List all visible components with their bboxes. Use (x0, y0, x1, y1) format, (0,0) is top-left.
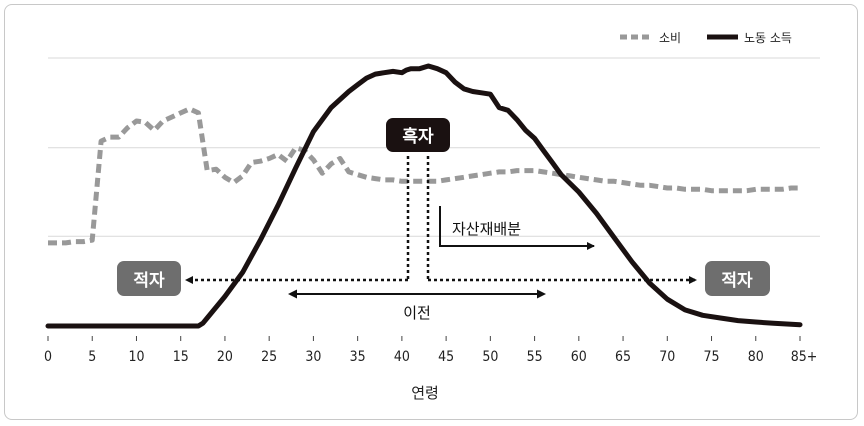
x-tick-label-15: 15 (173, 349, 189, 365)
x-tick-label-80: 80 (748, 349, 764, 365)
x-tick-label-30: 30 (305, 349, 321, 365)
x-tick-label-45: 45 (438, 349, 454, 365)
asset-reallocation-arrow (439, 206, 595, 250)
x-tick-label-55: 55 (527, 349, 543, 365)
x-tick-label-85: 85+ (791, 349, 818, 365)
series-line-consumption (48, 106, 800, 246)
deficit-right-badge (705, 261, 770, 296)
legend: 소비 노동 소득 (620, 31, 792, 45)
x-tick-label-35: 35 (350, 349, 366, 365)
legend-label-labor-income: 노동 소득 (744, 31, 792, 45)
deficit-left-badge-label: 적자 (133, 271, 165, 291)
asset-reallocation-label: 자산재배분 (452, 220, 521, 238)
surplus-badge (386, 118, 450, 152)
x-tick-label-25: 25 (261, 349, 277, 365)
x-tick-label-65: 65 (615, 349, 631, 365)
legend-label-consumption: 소비 (659, 31, 681, 45)
transfer-arrow-left-head (288, 289, 297, 299)
x-tick-label-75: 75 (704, 349, 720, 365)
x-tick-label-20: 20 (217, 349, 233, 365)
surplus-badge-label: 흑자 (402, 126, 434, 147)
x-axis-ticks: 0 5 10 15 20 25 30 35 40 45 50 55 60 65 70 75 80 85+ (44, 336, 817, 365)
x-tick-label-40: 40 (394, 349, 410, 365)
annotations: 자산재배분 이전 흑자 적자 적자 (117, 118, 770, 322)
transfer-label: 이전 (403, 304, 431, 322)
x-tick-label-70: 70 (659, 349, 675, 365)
x-tick-label-10: 10 (128, 349, 144, 365)
x-tick-label-50: 50 (482, 349, 498, 365)
deficit-left-badge (117, 261, 181, 296)
series-line-labor-income (45, 63, 803, 329)
x-tick-label-5: 5 (88, 349, 96, 365)
transfer-arrow-right-head (537, 289, 546, 299)
x-tick-label-0: 0 (44, 349, 52, 365)
chart-frame (4, 4, 858, 420)
deficit-right-badge-label: 적자 (721, 271, 753, 291)
x-tick-label-60: 60 (571, 349, 587, 365)
x-axis-label: 연령 (411, 384, 439, 402)
